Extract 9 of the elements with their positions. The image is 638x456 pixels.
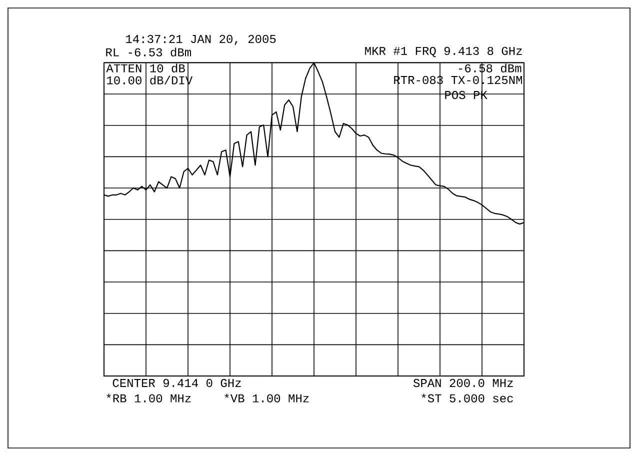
annotation: ATTEN 10 dB — [106, 64, 185, 72]
text: RL -6.53 dBm — [106, 48, 191, 56]
text: *ST 5.000 sec — [422, 394, 513, 402]
text: MKR #1 FRQ 9.413 8 GHz — [365, 46, 522, 58]
text: 14:37:21 JAN 20, 2005 — [126, 34, 276, 46]
text: CENTER 9.414 0 GHz — [112, 378, 241, 388]
text: *VB 1.00 MHz — [224, 394, 309, 402]
text: SPAN 200.0 MHz — [413, 378, 513, 388]
text: *RB 1.00 MHz — [106, 394, 191, 402]
